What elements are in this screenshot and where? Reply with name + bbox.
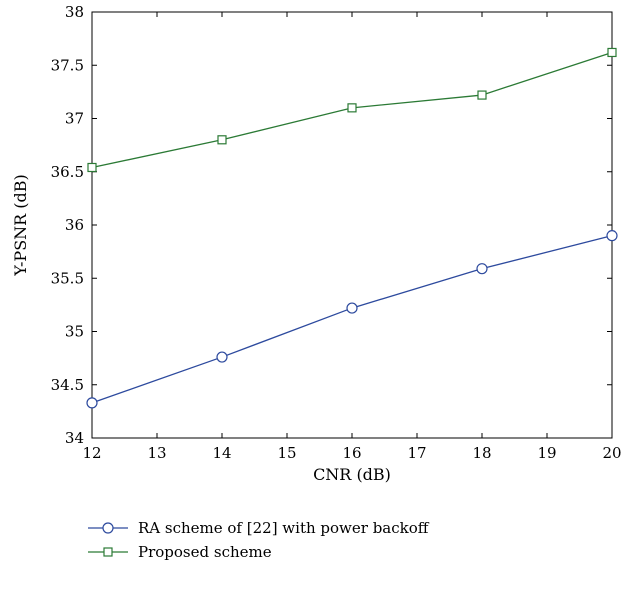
y-tick-label: 36 (65, 216, 84, 234)
y-axis: 34 34.5 35 35.5 36 36.5 37 37.5 38 (51, 3, 612, 447)
data-point (606, 230, 618, 242)
x-tick-label: 19 (537, 444, 556, 462)
data-point (217, 135, 227, 145)
x-tick-label: 17 (407, 444, 426, 462)
legend-item-0: RA scheme of [22] with power backoff (88, 519, 430, 537)
x-tick-label: 16 (342, 444, 361, 462)
y-axis-label: Y-PSNR (dB) (11, 174, 30, 277)
data-point (216, 351, 228, 363)
legend-marker (102, 522, 114, 534)
y-tick-label: 38 (65, 3, 84, 21)
legend: RA scheme of [22] with power backoff Prop… (88, 519, 430, 561)
series-layer (86, 47, 618, 409)
x-tick-label: 20 (602, 444, 621, 462)
legend-marker (103, 547, 113, 557)
data-point (476, 263, 488, 275)
plot-border (91, 11, 613, 439)
x-axis: 12 13 14 15 16 17 18 19 20 (82, 12, 622, 462)
data-point (87, 162, 97, 173)
x-tick-label: 15 (277, 444, 296, 462)
plot-area (91, 11, 613, 439)
x-tick-label: 14 (212, 444, 231, 462)
legend-label: RA scheme of [22] with power backoff (138, 519, 430, 537)
data-point (346, 302, 358, 314)
data-point (607, 47, 617, 58)
legend-label: Proposed scheme (138, 543, 272, 561)
series-1 (87, 47, 617, 173)
y-tick-label: 37 (65, 110, 84, 128)
y-tick-label: 34.5 (51, 376, 84, 394)
y-tick-label: 36.5 (51, 163, 84, 181)
y-tick-label: 34 (65, 429, 84, 447)
data-point (86, 397, 98, 409)
x-tick-label: 13 (147, 444, 166, 462)
legend-item-1: Proposed scheme (88, 543, 272, 561)
x-axis-label: CNR (dB) (313, 465, 391, 484)
series-0 (86, 230, 618, 409)
data-point (477, 90, 487, 100)
series-line (91, 235, 613, 404)
data-point (347, 103, 357, 113)
y-tick-label: 37.5 (51, 56, 84, 74)
x-tick-label: 12 (82, 444, 101, 462)
x-tick-label: 18 (472, 444, 491, 462)
y-tick-label: 35.5 (51, 269, 84, 287)
y-tick-label: 35 (65, 323, 84, 341)
